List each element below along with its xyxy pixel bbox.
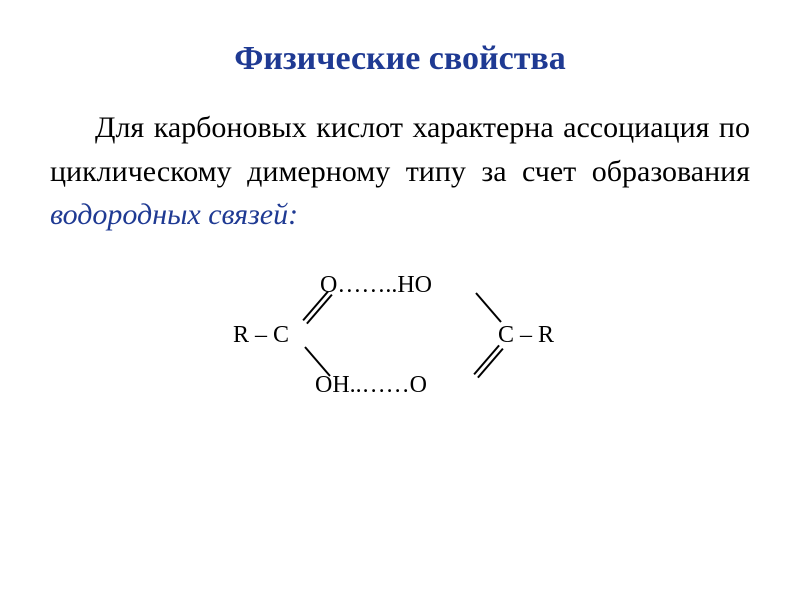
chemical-diagram: O……..HO R – C C – R OH..……O: [50, 272, 750, 452]
slide-paragraph: Для карбоновых кислот характерна ассоциа…: [50, 106, 750, 237]
diagram-bonds-svg: [50, 272, 750, 452]
paragraph-emphasis: водородных связей:: [50, 198, 298, 231]
slide-title: Физические свойства: [50, 40, 750, 78]
paragraph-main-text: Для карбоновых кислот характерна ассоциа…: [50, 111, 750, 188]
